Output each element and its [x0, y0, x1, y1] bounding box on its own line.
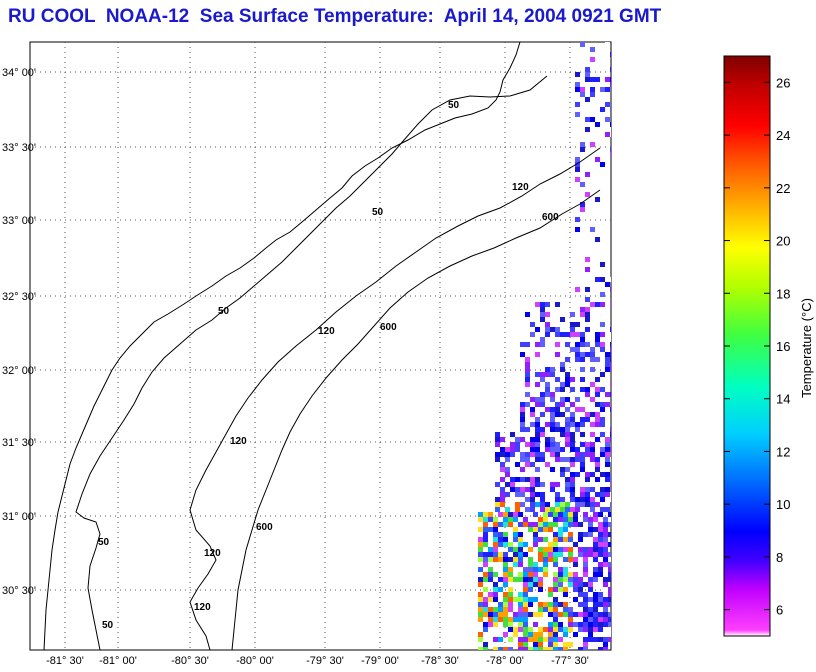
- colorbar-tick-label: 12: [776, 444, 790, 459]
- colorbar-label: Temperature (°C): [799, 298, 814, 398]
- lat-tick-label: 31° 30': [2, 437, 36, 449]
- contour-label: 50: [102, 620, 114, 631]
- longitude-tick-labels: -81° 30' -81° 00' -80° 30' -80° 00' -79° 30'…: [46, 655, 589, 667]
- contour-label: 120: [204, 548, 221, 559]
- coastline-and-contours: [43, 42, 601, 650]
- contour-600m: [231, 189, 601, 650]
- colorbar-tick-label: 20: [776, 234, 790, 249]
- lon-tick-label: -80° 30': [171, 655, 209, 667]
- contour-label: 600: [256, 522, 273, 533]
- colorbar-tick-label: 10: [776, 497, 790, 512]
- graticule: [30, 42, 611, 650]
- colorbar-tick-label: 22: [776, 181, 790, 196]
- contour-label: 600: [380, 322, 397, 333]
- contour-50m: [75, 75, 548, 650]
- colorbar-tick-label: 6: [776, 603, 783, 618]
- lat-tick-label: 33° 30': [2, 142, 36, 154]
- lat-tick-label: 32° 00': [2, 365, 36, 377]
- contour-label: 50: [218, 306, 230, 317]
- colorbar-tick-label: 16: [776, 339, 790, 354]
- contour-label: 50: [98, 537, 110, 548]
- colorbar-tick-label: 24: [776, 128, 790, 143]
- lon-tick-label: -81° 00': [99, 655, 137, 667]
- contour-label: 120: [318, 326, 335, 337]
- colorbar-tick-label: 14: [776, 392, 790, 407]
- lon-tick-label: -80° 00': [236, 655, 274, 667]
- lat-tick-label: 32° 30': [2, 291, 36, 303]
- coastline: [43, 42, 521, 650]
- contour-label: 120: [230, 436, 247, 447]
- colorbar-tick-label: 8: [776, 550, 783, 565]
- contour-labels: 50 50 50 50 50 120 120 120 120 120 600 600 600: [98, 100, 559, 631]
- lon-tick-label: -79° 00': [361, 655, 399, 667]
- contour-label: 600: [542, 212, 559, 223]
- colorbar-ticks: 26 24 22 20 18 16 14 12 10 8 6: [724, 75, 790, 618]
- colorbar-tick-label: 18: [776, 286, 790, 301]
- lat-tick-label: 31° 00': [2, 511, 36, 523]
- contour-120m: [189, 147, 601, 650]
- latitude-tick-labels: 34° 00' 33° 30' 33° 00' 32° 30' 32° 00' 31° 3…: [2, 67, 36, 597]
- contour-label: 120: [194, 602, 211, 613]
- lat-tick-label: 33° 00': [2, 215, 36, 227]
- lon-tick-label: -78° 30': [421, 655, 459, 667]
- lon-tick-label: -79° 30': [306, 655, 344, 667]
- contour-label: 120: [512, 182, 529, 193]
- colorbar: [723, 55, 771, 637]
- contour-label: 50: [372, 207, 384, 218]
- lon-tick-label: -77° 30': [551, 655, 589, 667]
- lat-tick-label: 30° 30': [2, 585, 36, 597]
- lon-tick-label: -78° 00': [486, 655, 524, 667]
- contour-label: 50: [448, 100, 460, 111]
- lon-tick-label: -81° 30': [46, 655, 84, 667]
- sst-data-layer: [478, 42, 611, 650]
- lat-tick-label: 34° 00': [2, 67, 36, 79]
- map-title: RU COOL NOAA-12 Sea Surface Temperature:…: [8, 6, 662, 27]
- colorbar-tick-label: 26: [776, 75, 790, 90]
